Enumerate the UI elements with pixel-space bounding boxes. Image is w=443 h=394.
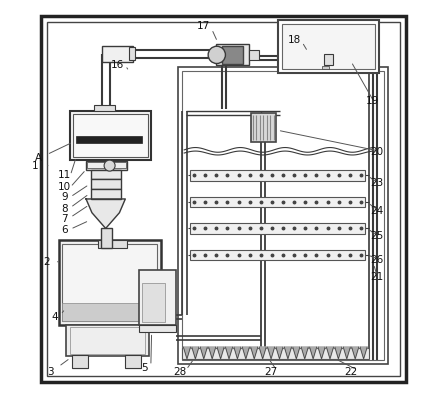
Bar bbox=[86, 161, 127, 169]
Polygon shape bbox=[335, 347, 342, 359]
Polygon shape bbox=[251, 347, 258, 359]
Text: 5: 5 bbox=[142, 363, 148, 373]
Bar bbox=[91, 179, 120, 189]
Text: 16: 16 bbox=[111, 60, 124, 71]
Bar bbox=[323, 54, 334, 65]
Polygon shape bbox=[86, 199, 125, 229]
Bar bbox=[101, 229, 112, 248]
Circle shape bbox=[208, 46, 225, 63]
Bar bbox=[216, 44, 249, 65]
Bar bbox=[139, 325, 176, 333]
Polygon shape bbox=[326, 347, 334, 359]
Text: 20: 20 bbox=[370, 147, 383, 157]
Text: 21: 21 bbox=[370, 273, 383, 282]
Polygon shape bbox=[259, 347, 266, 359]
Text: 18: 18 bbox=[288, 35, 301, 45]
Bar bbox=[129, 47, 135, 60]
Bar bbox=[70, 111, 151, 160]
Bar bbox=[279, 20, 379, 73]
Polygon shape bbox=[343, 347, 350, 359]
Bar bbox=[66, 325, 149, 356]
Bar bbox=[139, 269, 176, 325]
Bar bbox=[249, 50, 259, 59]
Bar bbox=[62, 303, 157, 321]
Bar bbox=[62, 244, 157, 321]
Polygon shape bbox=[217, 347, 224, 359]
Polygon shape bbox=[209, 347, 216, 359]
Polygon shape bbox=[360, 347, 367, 359]
Text: 2: 2 bbox=[43, 257, 50, 267]
Bar bbox=[142, 282, 165, 322]
Bar bbox=[91, 169, 120, 179]
Bar bbox=[182, 71, 385, 360]
Polygon shape bbox=[268, 347, 275, 359]
Bar bbox=[58, 240, 161, 325]
Polygon shape bbox=[284, 347, 291, 359]
Bar bbox=[323, 66, 330, 69]
Bar bbox=[76, 136, 142, 143]
Bar bbox=[94, 105, 116, 111]
Text: 24: 24 bbox=[370, 206, 383, 216]
Text: 27: 27 bbox=[264, 367, 277, 377]
Text: 10: 10 bbox=[58, 182, 71, 192]
Text: 4: 4 bbox=[51, 312, 58, 322]
Polygon shape bbox=[276, 347, 283, 359]
Circle shape bbox=[104, 160, 115, 171]
Polygon shape bbox=[310, 347, 317, 359]
Text: 25: 25 bbox=[370, 231, 383, 241]
Bar bbox=[251, 113, 276, 142]
Bar bbox=[190, 250, 365, 260]
Text: 8: 8 bbox=[61, 204, 68, 214]
Polygon shape bbox=[200, 347, 207, 359]
Polygon shape bbox=[318, 347, 325, 359]
Text: 23: 23 bbox=[370, 178, 383, 188]
Polygon shape bbox=[183, 347, 190, 359]
Text: 26: 26 bbox=[370, 255, 383, 265]
Text: 11: 11 bbox=[58, 171, 71, 180]
Bar bbox=[102, 46, 133, 61]
Text: 17: 17 bbox=[197, 21, 210, 31]
Text: 7: 7 bbox=[61, 214, 68, 223]
Bar bbox=[222, 46, 243, 63]
Polygon shape bbox=[225, 347, 233, 359]
Bar bbox=[190, 197, 365, 207]
Bar bbox=[73, 114, 148, 157]
Bar bbox=[91, 189, 120, 199]
Bar bbox=[282, 24, 375, 69]
Text: 22: 22 bbox=[345, 367, 358, 377]
Bar bbox=[190, 223, 365, 234]
Polygon shape bbox=[234, 347, 241, 359]
Bar bbox=[87, 162, 126, 168]
Text: A: A bbox=[35, 153, 43, 163]
Bar bbox=[98, 240, 127, 248]
Bar bbox=[70, 327, 145, 354]
Bar bbox=[179, 67, 389, 364]
Text: 28: 28 bbox=[174, 367, 187, 377]
Bar bbox=[72, 355, 88, 368]
Text: 6: 6 bbox=[61, 225, 68, 235]
Bar bbox=[190, 170, 365, 180]
Polygon shape bbox=[301, 347, 308, 359]
Polygon shape bbox=[352, 347, 359, 359]
Polygon shape bbox=[293, 347, 300, 359]
Text: 1: 1 bbox=[32, 161, 39, 171]
Text: 19: 19 bbox=[366, 96, 379, 106]
Polygon shape bbox=[242, 347, 249, 359]
Text: 9: 9 bbox=[61, 192, 68, 202]
Bar bbox=[125, 355, 141, 368]
Text: 3: 3 bbox=[47, 367, 54, 377]
Polygon shape bbox=[192, 347, 199, 359]
Bar bbox=[182, 348, 369, 359]
